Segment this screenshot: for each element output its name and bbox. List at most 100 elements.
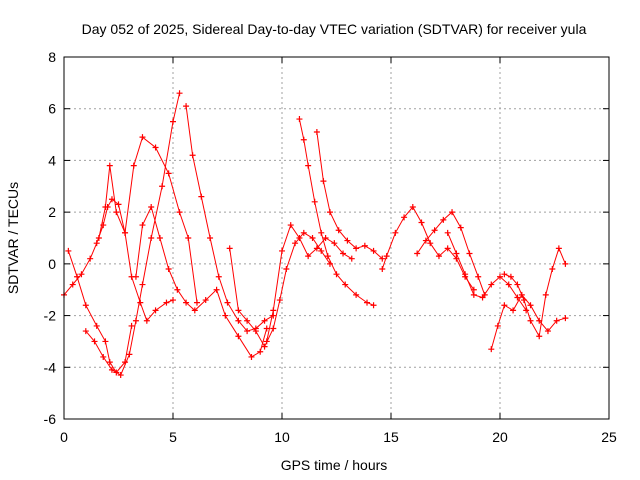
data-point bbox=[93, 322, 100, 329]
series-sat-f bbox=[132, 203, 270, 360]
data-point bbox=[189, 152, 196, 159]
data-point bbox=[117, 372, 124, 379]
y-tick-label: 6 bbox=[48, 101, 56, 117]
data-point bbox=[74, 273, 81, 280]
data-point bbox=[510, 307, 517, 314]
data-point bbox=[165, 170, 172, 177]
data-point bbox=[287, 222, 294, 229]
data-point bbox=[159, 183, 166, 190]
data-point bbox=[305, 162, 312, 169]
series-sat-k bbox=[379, 203, 477, 293]
data-point bbox=[132, 273, 139, 280]
data-point bbox=[257, 348, 264, 355]
data-point bbox=[361, 242, 368, 249]
data-point bbox=[198, 193, 205, 200]
data-point bbox=[409, 203, 416, 210]
data-point bbox=[462, 271, 469, 278]
data-point bbox=[170, 297, 176, 304]
data-point bbox=[444, 229, 451, 236]
data-point bbox=[82, 302, 89, 309]
data-point bbox=[335, 227, 342, 234]
data-point bbox=[311, 198, 318, 205]
data-point bbox=[507, 273, 514, 280]
series-sat-l bbox=[414, 209, 488, 298]
data-point bbox=[224, 299, 231, 306]
data-point bbox=[514, 281, 521, 288]
series-sat-h bbox=[296, 116, 377, 309]
data-point bbox=[222, 312, 229, 319]
data-point bbox=[226, 245, 233, 252]
y-tick-label: 8 bbox=[48, 49, 56, 65]
grid bbox=[64, 57, 609, 419]
data-point bbox=[106, 359, 113, 366]
data-point bbox=[401, 214, 408, 221]
data-point bbox=[100, 353, 107, 360]
x-tick-label: 10 bbox=[274, 429, 290, 445]
data-point bbox=[344, 237, 351, 244]
data-point bbox=[102, 203, 109, 210]
data-point bbox=[553, 317, 560, 324]
data-point bbox=[156, 235, 163, 241]
series-sat-g bbox=[226, 229, 333, 350]
data-point bbox=[418, 219, 425, 226]
x-tick-label: 25 bbox=[601, 429, 617, 445]
data-point bbox=[82, 328, 89, 335]
y-tick-label: -2 bbox=[44, 308, 57, 324]
x-axis-label: GPS time / hours bbox=[281, 457, 388, 473]
data-point bbox=[353, 245, 360, 252]
data-point bbox=[128, 322, 135, 329]
data-point bbox=[78, 271, 85, 278]
series-sat-a bbox=[61, 196, 176, 324]
data-point bbox=[488, 346, 495, 353]
series-sat-j bbox=[263, 222, 355, 345]
data-point bbox=[113, 209, 120, 216]
data-point bbox=[183, 103, 190, 110]
x-tick-label: 15 bbox=[383, 429, 399, 445]
data-point bbox=[427, 240, 434, 247]
data-point bbox=[122, 229, 129, 236]
data-point bbox=[176, 209, 183, 216]
data-point bbox=[130, 162, 137, 169]
data-point bbox=[435, 253, 442, 260]
plot-frame bbox=[63, 56, 610, 420]
data-point bbox=[139, 134, 146, 141]
data-point bbox=[235, 317, 242, 324]
data-point bbox=[263, 325, 270, 332]
data-point bbox=[139, 222, 146, 229]
data-point bbox=[296, 235, 303, 241]
y-axis-label: SDTVAR / TECUs bbox=[5, 182, 21, 294]
data-point bbox=[457, 224, 464, 231]
chart-title: Day 052 of 2025, Sidereal Day-to-day VTE… bbox=[82, 21, 587, 37]
data-point bbox=[137, 299, 144, 306]
data-point bbox=[379, 255, 386, 262]
data-point bbox=[320, 178, 327, 185]
data-point bbox=[322, 235, 329, 241]
data-point bbox=[248, 353, 255, 360]
data-point bbox=[497, 273, 503, 280]
data-point bbox=[348, 255, 355, 262]
data-point bbox=[185, 235, 192, 241]
data-point bbox=[235, 333, 242, 340]
data-point bbox=[283, 266, 290, 273]
data-point bbox=[544, 328, 551, 335]
series-line bbox=[316, 131, 383, 260]
data-point bbox=[364, 299, 371, 306]
x-tick-label: 0 bbox=[60, 429, 68, 445]
series-line bbox=[85, 93, 180, 376]
series-sat-m bbox=[444, 229, 530, 314]
data-point bbox=[422, 237, 429, 244]
data-point bbox=[340, 250, 347, 257]
data-point bbox=[244, 328, 251, 335]
data-point bbox=[453, 250, 460, 257]
data-point bbox=[342, 281, 349, 288]
data-point bbox=[318, 229, 325, 236]
data-point bbox=[152, 307, 159, 314]
data-point bbox=[326, 209, 333, 216]
data-point bbox=[562, 260, 569, 267]
data-point bbox=[207, 235, 214, 241]
data-point bbox=[106, 162, 113, 169]
data-point bbox=[93, 240, 100, 247]
data-point bbox=[174, 286, 181, 293]
data-point bbox=[244, 317, 251, 324]
data-point bbox=[261, 317, 268, 324]
